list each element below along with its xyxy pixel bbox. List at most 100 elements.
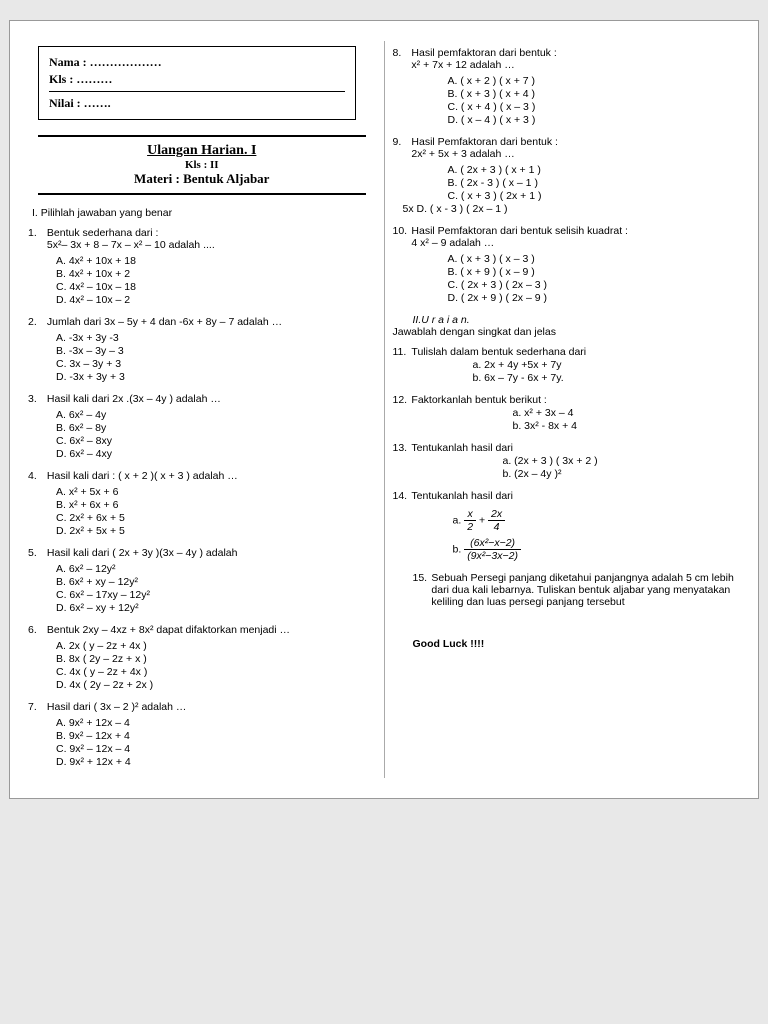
q1-b: B. 4x² + 10x + 2 bbox=[56, 268, 376, 280]
q10-expr: 4 x² – 9 adalah … bbox=[411, 237, 494, 249]
q4-d: D. 2x² + 5x + 5 bbox=[56, 525, 376, 537]
nilai-line: Nilai : ……. bbox=[49, 96, 345, 111]
q8-b: B. ( x + 3 ) ( x + 4 ) bbox=[448, 88, 741, 100]
q6-d: D. 4x ( 2y – 2z + 2x ) bbox=[56, 679, 376, 691]
q5-text: Hasil kali dari ( 2x + 3y )(3x – 4y ) ad… bbox=[47, 547, 375, 559]
q5-b: B. 6x² + xy – 12y² bbox=[56, 576, 376, 588]
q3-num: 3. bbox=[28, 393, 44, 405]
info-separator bbox=[49, 91, 345, 92]
question-2: 2. Jumlah dari 3x – 5y + 4 dan -6x + 8y … bbox=[28, 316, 376, 383]
q10-c: C. ( 2x + 3 ) ( 2x – 3 ) bbox=[448, 279, 741, 291]
q3-text: Hasil kali dari 2x .(3x – 4y ) adalah … bbox=[47, 393, 375, 405]
kls-line: Kls : ……… bbox=[49, 72, 345, 87]
q1-num: 1. bbox=[28, 227, 44, 239]
q2-num: 2. bbox=[28, 316, 44, 328]
question-1: 1. Bentuk sederhana dari : 5x²– 3x + 8 –… bbox=[28, 227, 376, 306]
q3-options: A. 6x² – 4y B. 6x² – 8y C. 6x² – 8xy D. … bbox=[56, 409, 376, 460]
q3-a: A. 6x² – 4y bbox=[56, 409, 376, 421]
q10-b: B. ( x + 9 ) ( x – 9 ) bbox=[448, 266, 741, 278]
q8-d: D. ( x – 4 ) ( x + 3 ) bbox=[448, 114, 741, 126]
e11-b: b. 6x – 7y - 6x + 7y. bbox=[473, 372, 741, 384]
q2-c: C. 3x – 3y + 3 bbox=[56, 358, 376, 370]
q7-a: A. 9x² + 12x – 4 bbox=[56, 717, 376, 729]
q10-a: A. ( x + 3 ) ( x – 3 ) bbox=[448, 253, 741, 265]
e14-frac-1: x 2 bbox=[464, 508, 476, 533]
e14-frac-3: (6x²−x−2) (9x²−3x−2) bbox=[464, 537, 521, 562]
q1-a: A. 4x² + 10x + 18 bbox=[56, 255, 376, 267]
q7-num: 7. bbox=[28, 701, 44, 713]
essay-13: 13. Tentukanlah hasil dari a. (2x + 3 ) … bbox=[393, 442, 741, 480]
essay-12: 12. Faktorkanlah bentuk berikut : a. x² … bbox=[393, 394, 741, 432]
q6-b: B. 8x ( 2y – 2z + x ) bbox=[56, 653, 376, 665]
q5-options: A. 6x² – 12y² B. 6x² + xy – 12y² C. 6x² … bbox=[56, 563, 376, 614]
q4-text: Hasil kali dari : ( x + 2 )( x + 3 ) ada… bbox=[47, 470, 375, 482]
q7-c: C. 9x² – 12x – 4 bbox=[56, 743, 376, 755]
good-luck: Good Luck !!!! bbox=[413, 638, 741, 650]
q10-d: D. ( 2x + 9 ) ( 2x – 9 ) bbox=[448, 292, 741, 304]
question-5: 5. Hasil kali dari ( 2x + 3y )(3x – 4y )… bbox=[28, 547, 376, 614]
q4-a: A. x² + 5x + 6 bbox=[56, 486, 376, 498]
q6-a: A. 2x ( y – 2z + 4x ) bbox=[56, 640, 376, 652]
q7-options: A. 9x² + 12x – 4 B. 9x² – 12x + 4 C. 9x²… bbox=[56, 717, 376, 768]
frac-num: (6x²−x−2) bbox=[464, 537, 521, 550]
question-6: 6. Bentuk 2xy – 4xz + 8x² dapat difaktor… bbox=[28, 624, 376, 691]
question-8: 8. Hasil pemfaktoran dari bentuk : x² + … bbox=[393, 47, 741, 126]
e13-parts: a. (2x + 3 ) ( 3x + 2 ) b. (2x – 4y )² bbox=[503, 455, 741, 480]
q1-c: C. 4x² – 10x – 18 bbox=[56, 281, 376, 293]
q4-b: B. x² + 6x + 6 bbox=[56, 499, 376, 511]
q2-text: Jumlah dari 3x – 5y + 4 dan -6x + 8y – 7… bbox=[47, 316, 375, 328]
question-10: 10. Hasil Pemfaktoran dari bentuk selisi… bbox=[393, 225, 741, 304]
q8-c: C. ( x + 4 ) ( x – 3 ) bbox=[448, 101, 741, 113]
q8-expr: x² + 7x + 12 adalah … bbox=[411, 59, 514, 71]
e11-parts: a. 2x + 4y +5x + 7y b. 6x – 7y - 6x + 7y… bbox=[473, 359, 741, 384]
e12-num: 12. bbox=[393, 394, 409, 406]
q1-text: Bentuk sederhana dari : 5x²– 3x + 8 – 7x… bbox=[47, 227, 375, 251]
question-9: 9. Hasil Pemfaktoran dari bentuk : 2x² +… bbox=[393, 136, 741, 215]
e12-parts: a. x² + 3x – 4 b. 3x² - 8x + 4 bbox=[513, 407, 741, 432]
q8-a: A. ( x + 2 ) ( x + 7 ) bbox=[448, 75, 741, 87]
title-main: Ulangan Harian. I bbox=[38, 143, 366, 159]
plus-sign: + bbox=[479, 514, 485, 526]
question-3: 3. Hasil kali dari 2x .(3x – 4y ) adalah… bbox=[28, 393, 376, 460]
q2-options: A. -3x + 3y -3 B. -3x – 3y – 3 C. 3x – 3… bbox=[56, 332, 376, 383]
q4-c: C. 2x² + 6x + 5 bbox=[56, 512, 376, 524]
essay-11: 11. Tulislah dalam bentuk sederhana dari… bbox=[393, 346, 741, 384]
q9-expr: 2x² + 5x + 3 adalah … bbox=[411, 148, 514, 160]
q2-d: D. -3x + 3y + 3 bbox=[56, 371, 376, 383]
section-2-header: II.U r a i a n. bbox=[413, 314, 741, 326]
title-box: Ulangan Harian. I Kls : II Materi : Bent… bbox=[38, 135, 366, 195]
q10-text: Hasil Pemfaktoran dari bentuk selisih ku… bbox=[411, 225, 739, 249]
frac-den: 4 bbox=[488, 521, 505, 533]
q9-a: A. ( 2x + 3 ) ( x + 1 ) bbox=[448, 164, 741, 176]
e11-a: a. 2x + 4y +5x + 7y bbox=[473, 359, 741, 371]
e11-text: Tulislah dalam bentuk sederhana dari bbox=[411, 346, 739, 358]
q9-options: A. ( 2x + 3 ) ( x + 1 ) B. ( 2x - 3 ) ( … bbox=[448, 164, 741, 202]
e12-text: Faktorkanlah bentuk berikut : bbox=[411, 394, 739, 406]
q1-d: D. 4x² – 10x – 2 bbox=[56, 294, 376, 306]
q6-text: Bentuk 2xy – 4xz + 8x² dapat difaktorkan… bbox=[47, 624, 375, 636]
e14-frac-b: b. (6x²−x−2) (9x²−3x−2) bbox=[453, 537, 741, 562]
q9-b: B. ( 2x - 3 ) ( x – 1 ) bbox=[448, 177, 741, 189]
title-kls: Kls : II bbox=[38, 159, 366, 171]
question-7: 7. Hasil dari ( 3x – 2 )² adalah … A. 9x… bbox=[28, 701, 376, 768]
e13-a: a. (2x + 3 ) ( 3x + 2 ) bbox=[503, 455, 741, 467]
q1-options: A. 4x² + 10x + 18 B. 4x² + 10x + 2 C. 4x… bbox=[56, 255, 376, 306]
q5-c: C. 6x² – 17xy – 12y² bbox=[56, 589, 376, 601]
e14-num: 14. bbox=[393, 490, 409, 502]
frac-den: (9x²−3x−2) bbox=[464, 550, 521, 562]
e11-num: 11. bbox=[393, 346, 409, 358]
nama-line: Nama : ……………… bbox=[49, 55, 345, 70]
e14-text: Tentukanlah hasil dari bbox=[411, 490, 739, 502]
q8-text: Hasil pemfaktoran dari bentuk : x² + 7x … bbox=[411, 47, 739, 71]
e13-b: b. (2x – 4y )² bbox=[503, 468, 741, 480]
frac-den: 2 bbox=[464, 521, 476, 533]
q2-a: A. -3x + 3y -3 bbox=[56, 332, 376, 344]
essay-15: 15. Sebuah Persegi panjang diketahui pan… bbox=[413, 572, 741, 608]
right-column: 8. Hasil pemfaktoran dari bentuk : x² + … bbox=[385, 41, 749, 778]
essay-14: 14. Tentukanlah hasil dari a. x 2 + 2x 4… bbox=[393, 490, 741, 562]
q8-stem: Hasil pemfaktoran dari bentuk : bbox=[411, 47, 556, 59]
student-info-box: Nama : ……………… Kls : ……… Nilai : ……. bbox=[38, 46, 356, 120]
e14-frac-2: 2x 4 bbox=[488, 508, 505, 533]
q5-a: A. 6x² – 12y² bbox=[56, 563, 376, 575]
q8-options: A. ( x + 2 ) ( x + 7 ) B. ( x + 3 ) ( x … bbox=[448, 75, 741, 126]
